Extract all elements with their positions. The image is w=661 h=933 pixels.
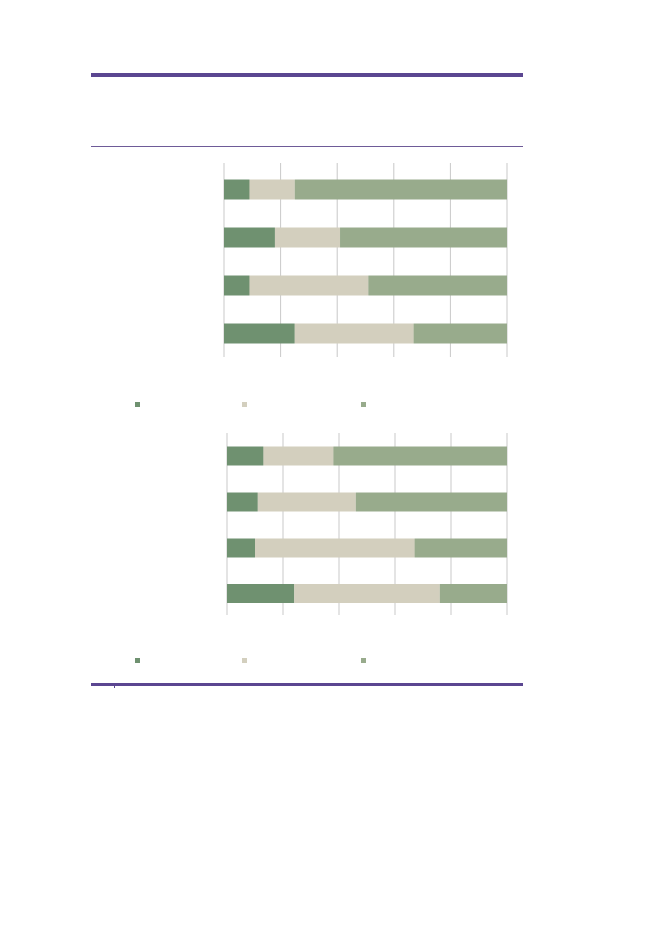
- legend-swatch: [135, 402, 140, 407]
- chart-1-bar-row3-series1: [224, 275, 250, 296]
- chart-2-bar-row2-series2: [257, 492, 356, 512]
- legend-swatch: [242, 658, 247, 663]
- chart-1-bar-row1-series1: [224, 179, 250, 200]
- chart-2-bar-row4-series2: [294, 584, 440, 603]
- chart-1-bar-row3-series3: [368, 275, 507, 296]
- chart-2-bar-row1-series3: [333, 446, 507, 466]
- chart-1-bar-row4-series1: [224, 323, 295, 344]
- chart-1-bar-row1-series2: [249, 179, 295, 200]
- chart-2-bar-row2-series1: [227, 492, 258, 512]
- legend-item-series3: [361, 658, 370, 663]
- chart-1: [223, 163, 508, 357]
- legend-item-series1: [135, 658, 144, 663]
- legend-item-series2: [242, 402, 251, 407]
- legend-swatch: [361, 402, 366, 407]
- legend-item-series3: [361, 402, 370, 407]
- chart-1-bar-row1-series3: [294, 179, 507, 200]
- legend-item-series1: [135, 402, 144, 407]
- chart-2-bar-row3-series1: [227, 538, 255, 558]
- legend-item-series2: [242, 658, 251, 663]
- chart-2-bar-row2-series3: [355, 492, 507, 512]
- legend-swatch: [242, 402, 247, 407]
- chart-2-bar-row1-series2: [263, 446, 334, 466]
- chart-1-bar-row3-series2: [249, 275, 369, 296]
- chart-2: [226, 433, 508, 615]
- chart-2-bar-row4-series1: [227, 584, 295, 603]
- chart-1-bar-row2-series3: [340, 227, 507, 248]
- chart-2-bar-row4-series3: [439, 584, 507, 603]
- chart-1-bar-row4-series3: [413, 323, 507, 344]
- bottom-rule-tick: [114, 683, 115, 688]
- header-divider: [91, 146, 523, 147]
- chart-2-bar-row1-series1: [227, 446, 264, 466]
- chart-1-bar-row4-series2: [294, 323, 414, 344]
- bottom-rule: [91, 683, 523, 686]
- legend-swatch: [361, 658, 366, 663]
- chart-2-bar-row3-series3: [414, 538, 507, 558]
- chart-1-bar-row2-series2: [274, 227, 341, 248]
- chart-1-bar-row2-series1: [224, 227, 275, 248]
- chart-2-bar-row3-series2: [255, 538, 415, 558]
- top-rule: [91, 73, 523, 77]
- legend-swatch: [135, 658, 140, 663]
